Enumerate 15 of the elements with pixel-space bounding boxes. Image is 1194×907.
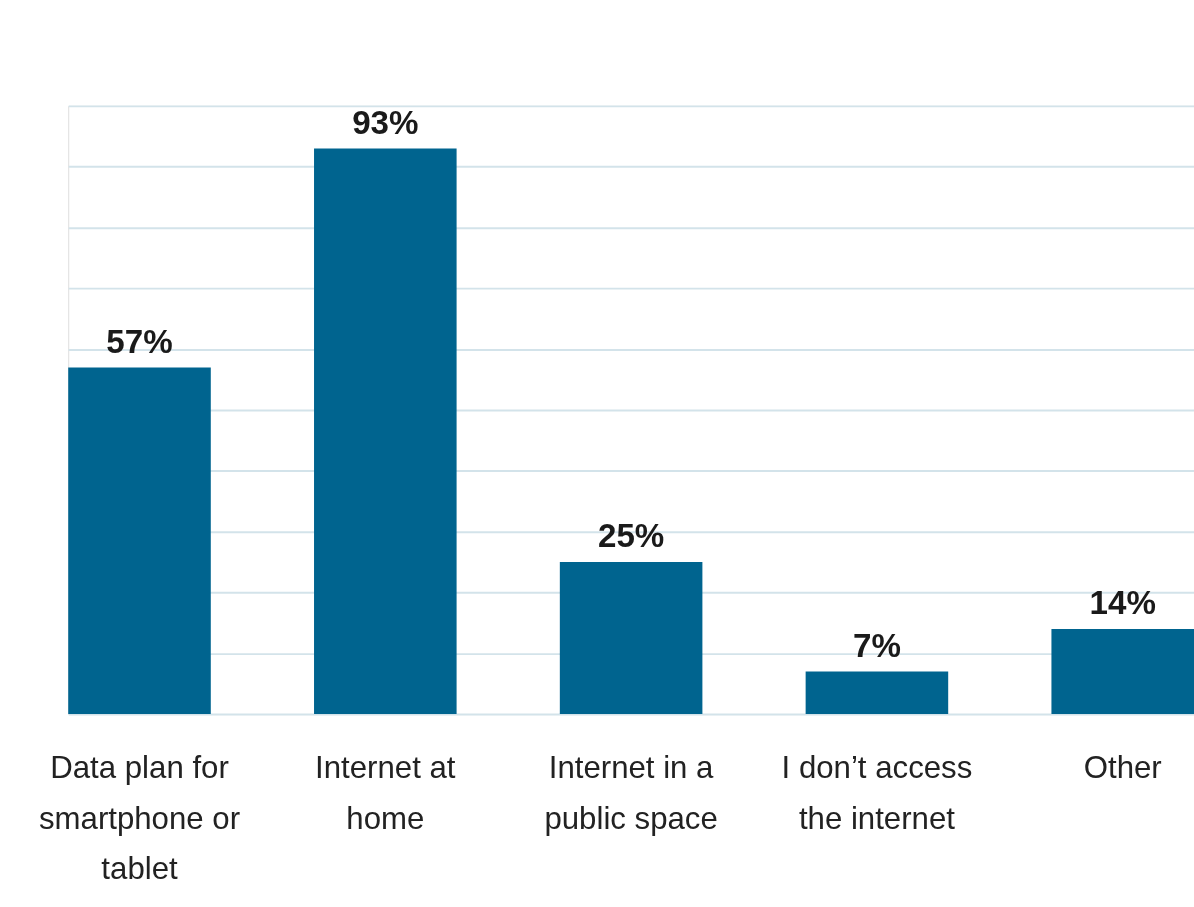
bar xyxy=(68,367,211,715)
data-label: 14% xyxy=(1089,584,1156,622)
data-label: 25% xyxy=(597,517,665,555)
data-label: 57% xyxy=(106,322,173,360)
bar xyxy=(805,671,949,715)
x-tick-label: I don’t access the internet xyxy=(781,749,973,836)
x-tick-label: Other xyxy=(1083,749,1162,785)
bar xyxy=(1051,628,1194,715)
x-tick-label: Internet in a public space xyxy=(544,749,718,836)
data-label: 7% xyxy=(852,626,901,664)
bar xyxy=(314,148,457,715)
data-label: 93% xyxy=(352,103,419,141)
x-tick-label: Data plan for smartphone or tablet xyxy=(38,749,241,887)
bar xyxy=(559,562,703,715)
x-tick-label: Internet at home xyxy=(315,749,456,836)
